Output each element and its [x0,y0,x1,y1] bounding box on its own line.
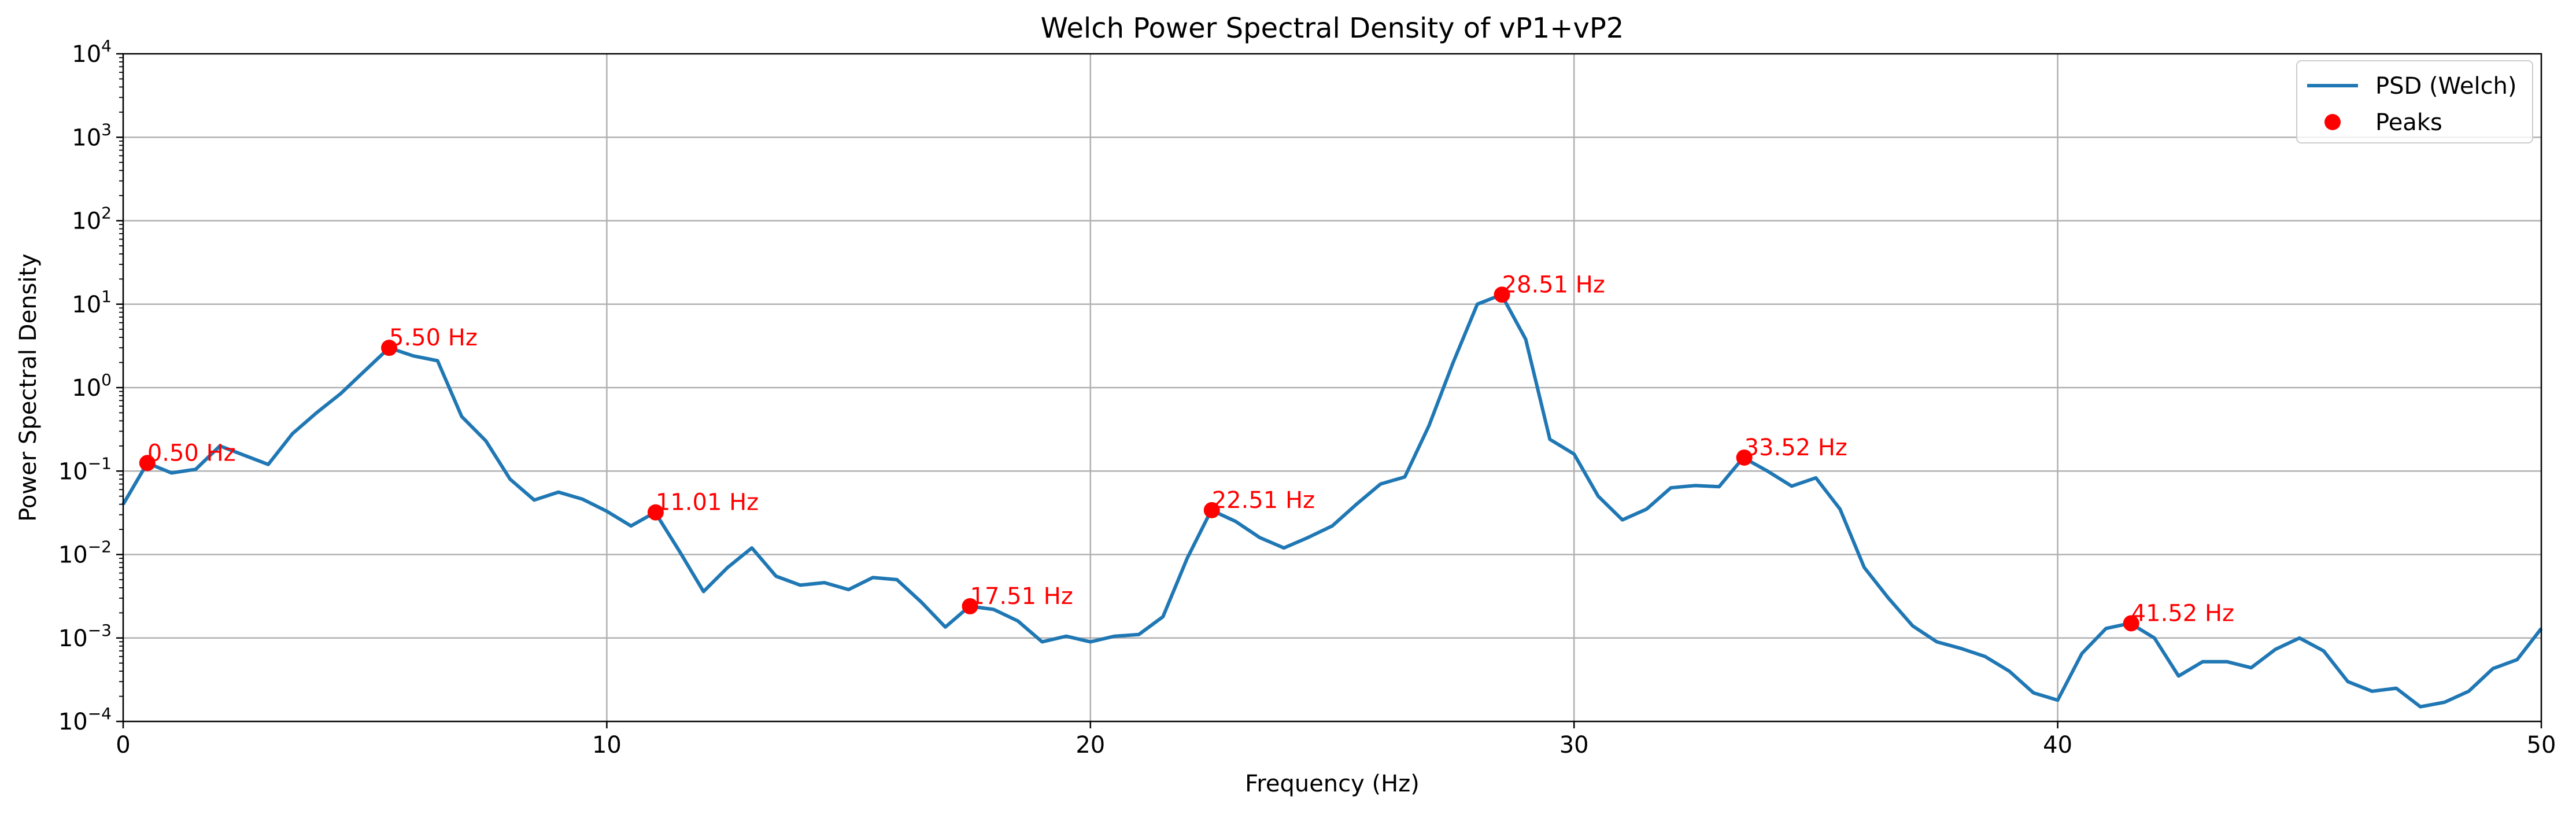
peak-label: 28.51 Hz [1502,271,1605,298]
peak-label: 41.52 Hz [2131,600,2234,627]
peak-marker [381,340,398,356]
legend-label-psd: PSD (Welch) [2375,73,2517,100]
peak-marker [139,455,156,472]
psd-line [121,293,2543,709]
y-tick-label: 10−4 [58,704,112,735]
legend-label-peaks: Peaks [2375,109,2442,136]
x-tick-label: 50 [2527,732,2556,758]
peak-label: 11.01 Hz [656,489,759,516]
x-axis-ticks: 0 10 20 30 40 50 [116,721,2556,758]
peak-marker [1203,502,1220,518]
peak-marker [2123,615,2139,632]
peak-marker [1736,449,1753,466]
peak-marker [647,504,664,521]
y-axis-ticks: 10−4 10−3 10−2 10−1 100 101 102 103 104 [58,36,123,735]
peak-label: 0.50 Hz [147,440,236,466]
y-tick-label: 102 [72,204,112,235]
legend-box [2296,60,2533,143]
y-tick-label: 104 [72,36,112,68]
peak-label: 33.52 Hz [1745,434,1847,461]
x-tick-label: 10 [592,732,622,758]
y-tick-label: 100 [72,370,112,402]
peak-label: 22.51 Hz [1212,487,1315,514]
y-tick-label: 10−1 [58,454,112,485]
plot-area: 0.50 Hz 5.50 Hz 11.01 Hz 17.51 Hz 22.51 Hz 28… [121,271,2543,709]
chart-title: Welch Power Spectral Density of vP1+vP2 [1041,12,1624,45]
legend: PSD (Welch) Peaks [2296,60,2533,143]
peak-marker [1494,286,1510,303]
y-tick-label: 103 [72,120,112,151]
legend-peak-swatch [2324,114,2341,130]
grid-lines [123,54,2541,721]
peak-marker [962,598,978,614]
x-tick-label: 30 [1559,732,1589,758]
y-tick-label: 10−3 [58,621,112,652]
y-tick-label: 10−2 [58,537,112,569]
peak-label: 5.50 Hz [389,325,478,351]
x-tick-label: 40 [2043,732,2072,758]
x-tick-label: 0 [116,732,130,758]
x-axis-label: Frequency (Hz) [1245,771,1420,797]
peak-label: 17.51 Hz [970,583,1073,610]
x-tick-label: 20 [1076,732,1105,758]
y-axis-label: Power Spectral Density [15,253,42,522]
y-tick-label: 101 [72,287,112,318]
